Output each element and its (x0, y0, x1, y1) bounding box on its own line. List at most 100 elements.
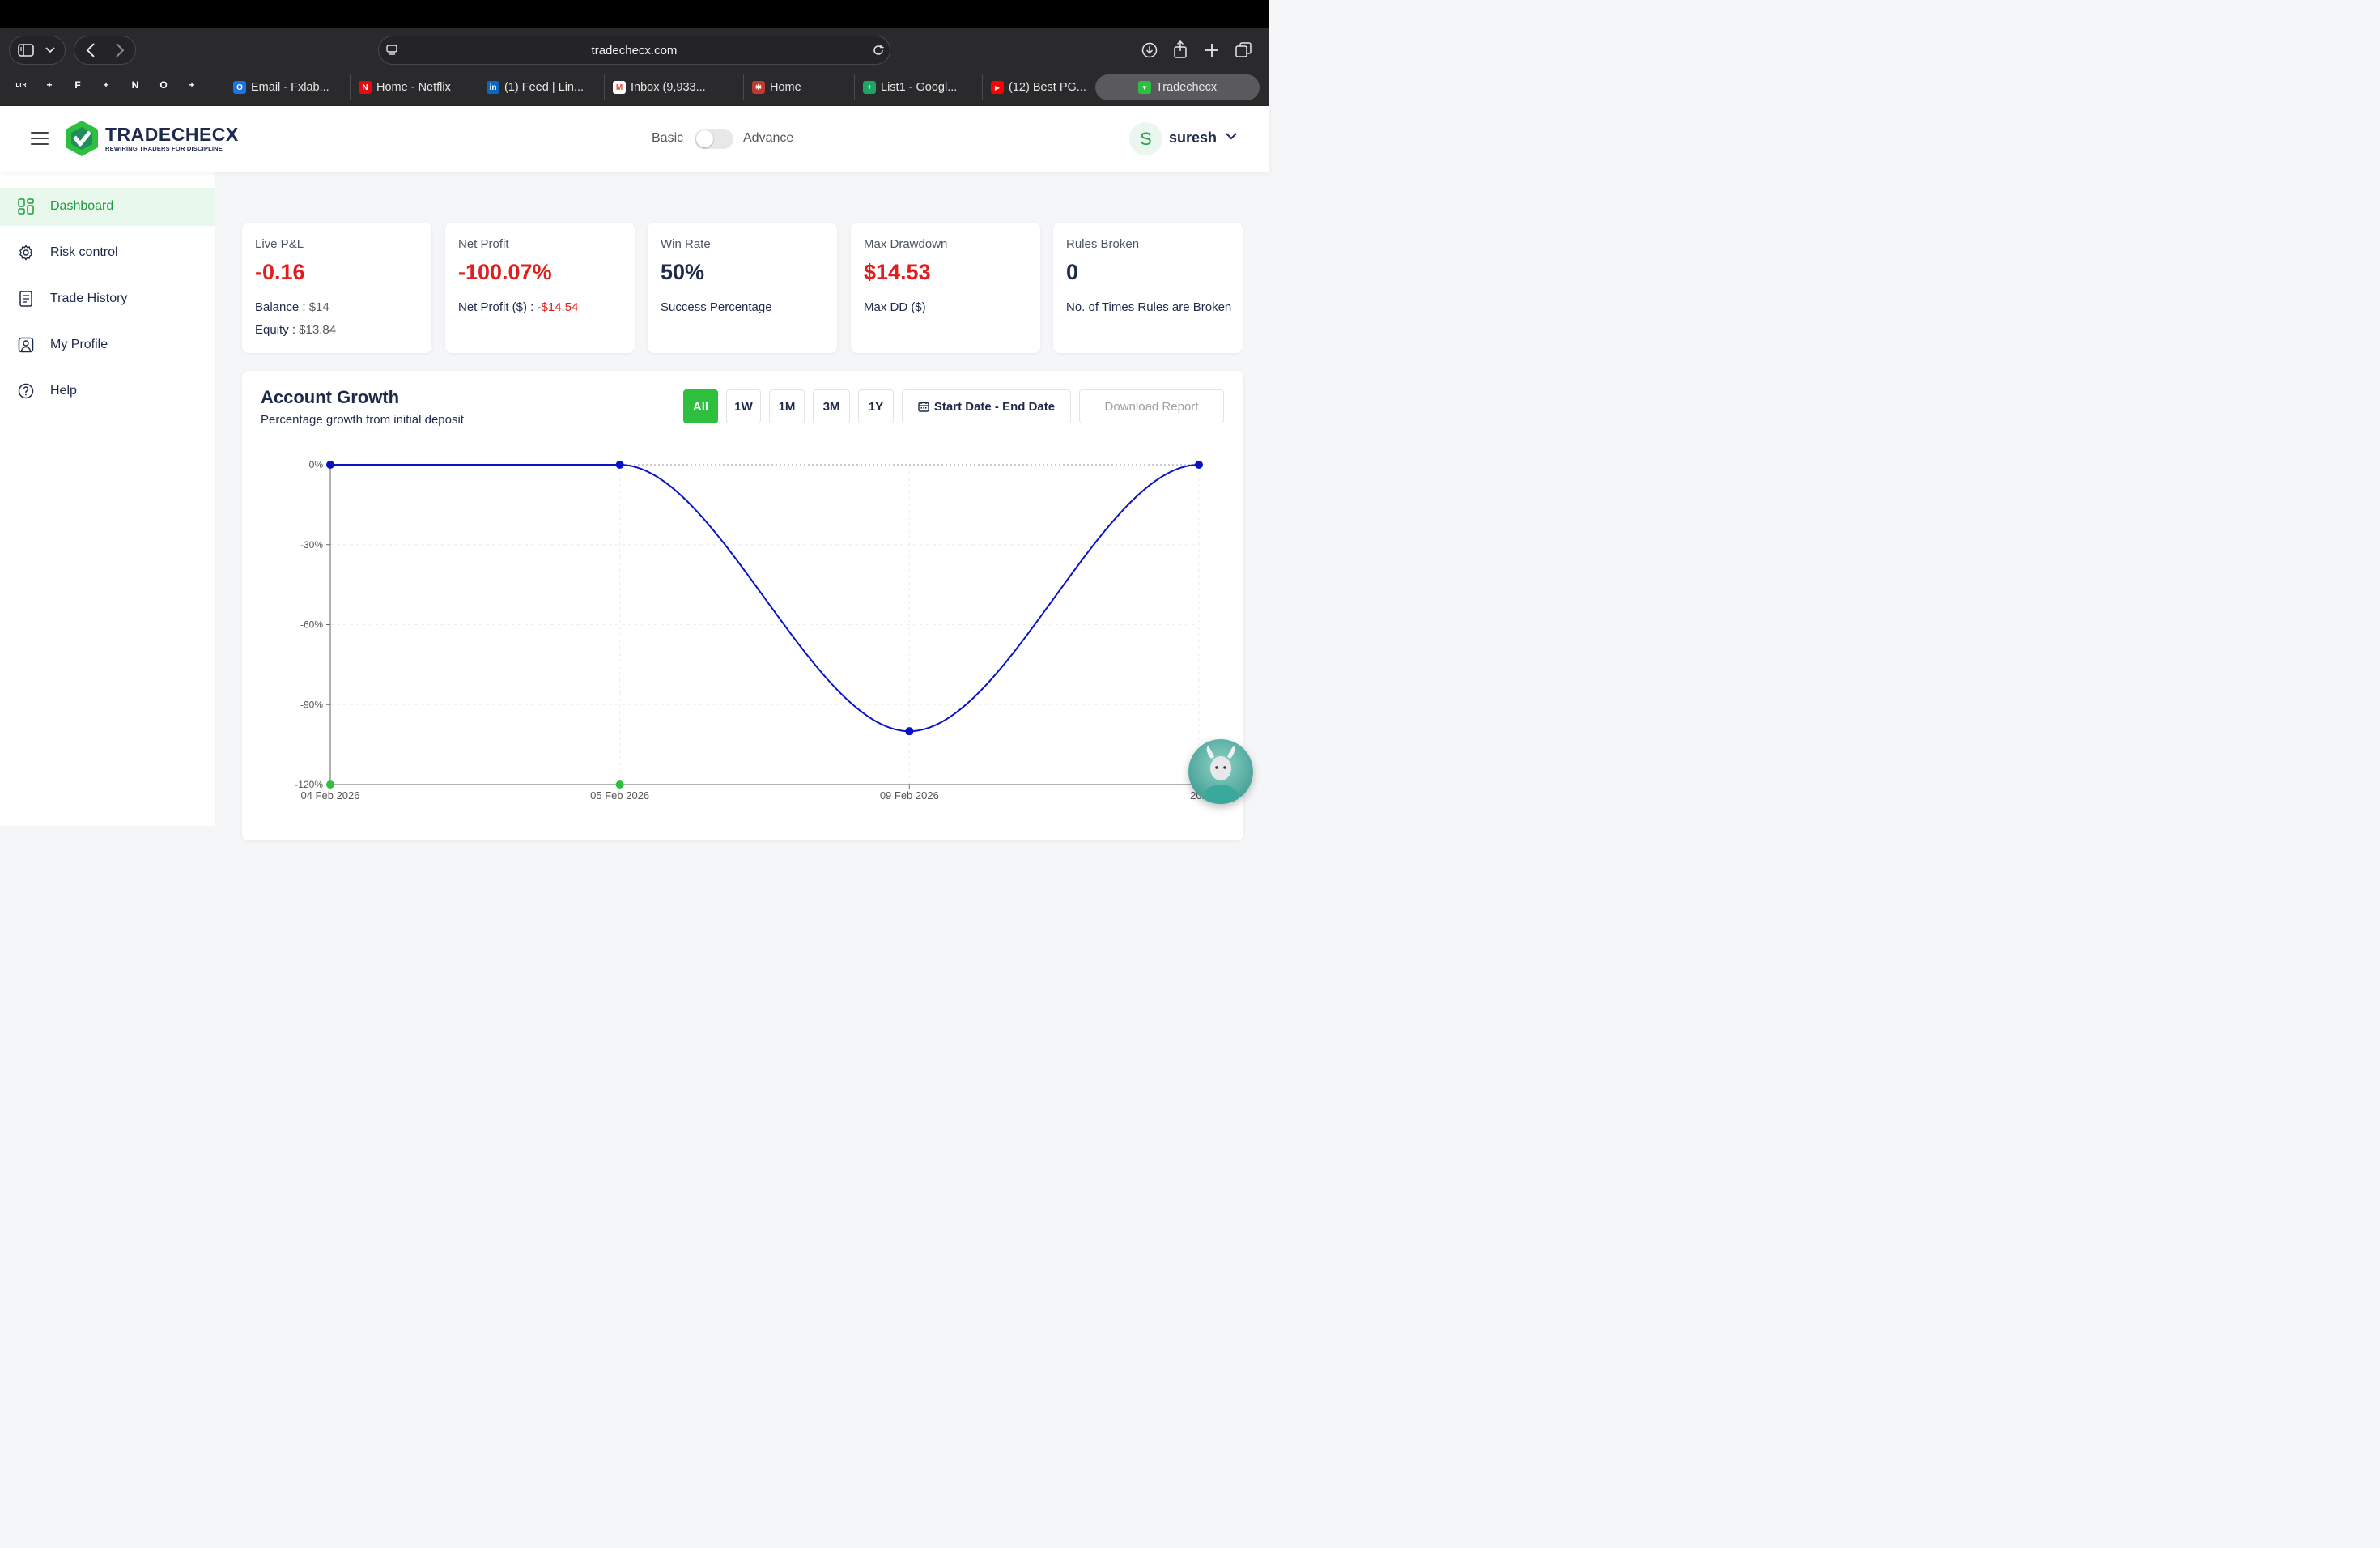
tab-label: Inbox (9,933... (631, 81, 706, 94)
page-menu-icon[interactable] (385, 44, 398, 57)
pinned-tab-7[interactable]: + (183, 76, 201, 94)
data-point (905, 727, 914, 736)
tab-tradechecx[interactable]: ▼ Tradechecx (1095, 74, 1260, 100)
balance-label: Balance : (255, 300, 306, 314)
mode-advance-label: Advance (743, 131, 794, 145)
tab-overview-icon[interactable] (1235, 42, 1252, 58)
sidebar-item-label: Trade History (50, 291, 128, 305)
date-range-button[interactable]: Start Date - End Date (902, 389, 1071, 423)
reload-icon[interactable] (872, 44, 885, 57)
help-icon (18, 383, 34, 399)
pinned-tab-1[interactable]: LTR (12, 76, 30, 94)
panel-subtitle: Percentage growth from initial deposit (261, 413, 464, 427)
tab-label: Home - Netflix (376, 81, 451, 94)
ltr-icon: LTR (15, 82, 27, 88)
sidebar: Dashboard Risk control Trade History My … (0, 172, 215, 826)
sidebar-item-label: Dashboard (50, 199, 114, 213)
sidebar-item-my-profile[interactable]: My Profile (0, 326, 215, 364)
document-icon (19, 291, 32, 307)
range-all-button[interactable]: All (683, 389, 718, 423)
menu-icon[interactable] (31, 132, 49, 149)
toggle-knob (696, 130, 713, 147)
sidebar-item-trade-history[interactable]: Trade History (0, 280, 215, 318)
y-tick-label: -90% (300, 699, 323, 710)
brand-name: TRADECHECX (105, 124, 239, 145)
sidebar-toggle-button[interactable] (9, 36, 66, 65)
x-tick-label: 04 Feb 2026 (300, 789, 359, 802)
pinned-tab-6[interactable]: O (155, 76, 172, 94)
tab-email[interactable]: O Email - Fxlab... (225, 74, 346, 100)
range-1m-button[interactable]: 1M (769, 389, 805, 423)
sheets-icon: + (103, 79, 109, 91)
card-value: $14.53 (864, 260, 931, 284)
tab-gmail[interactable]: M Inbox (9,933... (604, 74, 717, 100)
tab-label: List1 - Googl... (881, 81, 958, 94)
x-tick-label: 09 Feb 2026 (880, 789, 939, 802)
assistant-avatar-icon (1203, 746, 1239, 804)
tab-strip: LTR + F + N O + O Email - Fxlab... N Hom… (0, 71, 1269, 104)
grid-icon (18, 198, 34, 215)
tab-home[interactable]: ✱ Home (743, 74, 840, 100)
equity-value: $13.84 (299, 323, 337, 337)
tab-sheets[interactable]: + List1 - Googl... (854, 74, 967, 100)
sidebar-item-help[interactable]: Help (0, 372, 215, 410)
user-icon (18, 337, 34, 353)
card-net-profit: Net Profit -100.07% Net Profit ($) : -$1… (445, 223, 635, 353)
pinned-tab-4[interactable]: + (97, 76, 115, 94)
card-value: -0.16 (255, 260, 305, 284)
download-report-button[interactable]: Download Report (1079, 389, 1224, 423)
sidebar-item-risk-control[interactable]: Risk control (0, 234, 215, 272)
sheets-icon: + (863, 81, 876, 94)
tab-label: Email - Fxlab... (251, 81, 329, 94)
linkedin-icon: in (487, 81, 499, 94)
history-nav (74, 36, 136, 65)
tab-netflix[interactable]: N Home - Netflix (350, 74, 463, 100)
pinned-tab-2[interactable]: + (40, 76, 58, 94)
forward-arrow-icon[interactable] (115, 43, 125, 57)
net-profit-label: Net Profit ($) : (458, 300, 534, 314)
card-rules-broken: Rules Broken 0 No. of Times Rules are Br… (1053, 223, 1243, 353)
card-subtitle: No. of Times Rules are Broken (1066, 300, 1232, 314)
card-value: 0 (1066, 260, 1079, 284)
avatar[interactable]: S (1129, 122, 1162, 155)
system-menu-bar (0, 0, 1269, 28)
card-value: -100.07% (458, 260, 552, 284)
card-title: Net Profit (458, 237, 509, 251)
pinned-tab-5[interactable]: N (126, 76, 144, 94)
card-title: Live P&L (255, 237, 304, 251)
address-bar[interactable]: tradechecx.com (378, 36, 890, 65)
tab-linkedin[interactable]: in (1) Feed | Lin... (478, 74, 589, 100)
chevron-down-icon[interactable] (1226, 133, 1237, 140)
download-icon[interactable] (1141, 42, 1158, 58)
card-title: Max Drawdown (864, 237, 948, 251)
card-title: Win Rate (661, 237, 711, 251)
axis-marker-point (615, 780, 624, 789)
range-1y-button[interactable]: 1Y (858, 389, 894, 423)
share-icon[interactable] (1173, 40, 1188, 58)
sidebar-item-label: Risk control (50, 245, 118, 259)
back-arrow-icon[interactable] (86, 43, 96, 57)
tab-label: Home (770, 81, 801, 94)
balance-value: $14 (308, 300, 329, 314)
assistant-bot-button[interactable] (1188, 739, 1253, 804)
range-1w-button[interactable]: 1W (726, 389, 761, 423)
app-icon: ✱ (752, 81, 765, 94)
account-growth-chart: 0% -30% -60% -90% -120%04 Feb 2026 05 Feb 202… (295, 459, 1208, 802)
date-range-label: Start Date - End Date (933, 399, 1056, 414)
mode-toggle[interactable] (695, 129, 733, 149)
sidebar-item-dashboard[interactable]: Dashboard (0, 188, 215, 226)
gear-icon (19, 245, 32, 261)
tradechecx-icon: ▼ (1137, 81, 1151, 94)
tab-label: (12) Best PG... (1009, 81, 1086, 94)
data-point (615, 461, 624, 469)
sidebar-item-label: My Profile (50, 338, 108, 351)
url-text: tradechecx.com (591, 44, 678, 57)
username[interactable]: suresh (1169, 130, 1218, 146)
range-3m-button[interactable]: 3M (813, 389, 850, 423)
pinned-tab-3[interactable]: F (69, 76, 87, 94)
data-point (1195, 461, 1203, 469)
y-tick-label: -60% (300, 619, 323, 631)
tab-youtube[interactable]: ▶ (12) Best PG... (982, 74, 1092, 100)
data-point (326, 461, 334, 469)
new-tab-icon[interactable] (1205, 43, 1219, 57)
